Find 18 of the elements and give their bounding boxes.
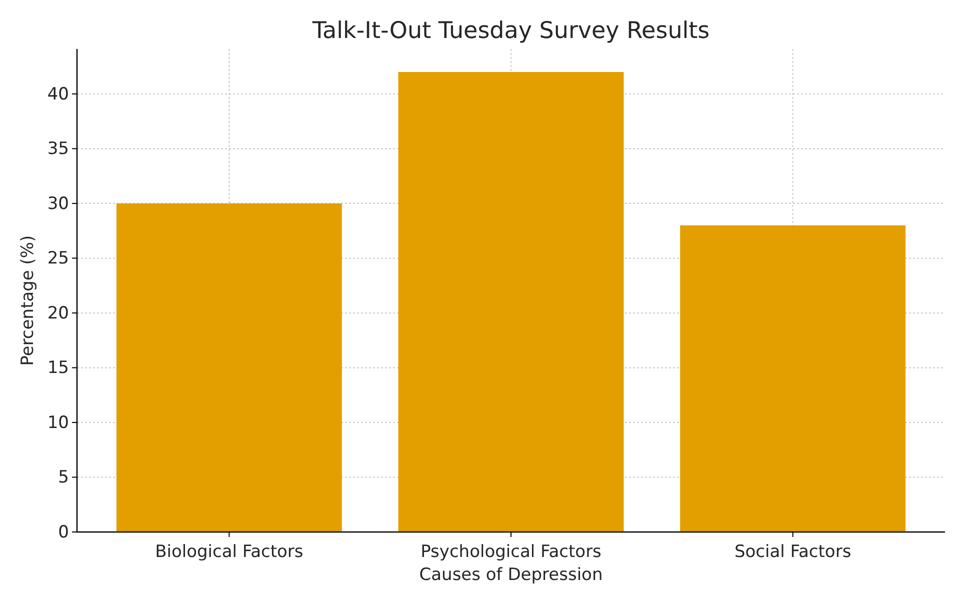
y-tick-label: 25: [47, 248, 69, 269]
bar: [116, 203, 342, 532]
y-tick-label: 10: [47, 412, 69, 433]
bar: [398, 72, 624, 532]
y-tick-label: 40: [47, 84, 69, 104]
x-tick-label: Psychological Factors: [420, 542, 602, 562]
y-tick-label: 20: [47, 303, 69, 324]
chart-title: Talk-It-Out Tuesday Survey Results: [311, 18, 710, 44]
y-axis-title: Percentage (%): [18, 235, 38, 366]
x-tick-label: Biological Factors: [155, 542, 304, 562]
y-tick-label: 15: [47, 358, 69, 378]
y-tick-label: 30: [47, 194, 69, 214]
x-tick-label: Social Factors: [734, 542, 852, 562]
y-tick-label: 35: [47, 139, 69, 160]
y-tick-label: 0: [58, 522, 69, 542]
y-tick-label: 5: [58, 468, 69, 488]
bar: [680, 225, 906, 532]
x-axis-title: Causes of Depression: [419, 565, 603, 585]
